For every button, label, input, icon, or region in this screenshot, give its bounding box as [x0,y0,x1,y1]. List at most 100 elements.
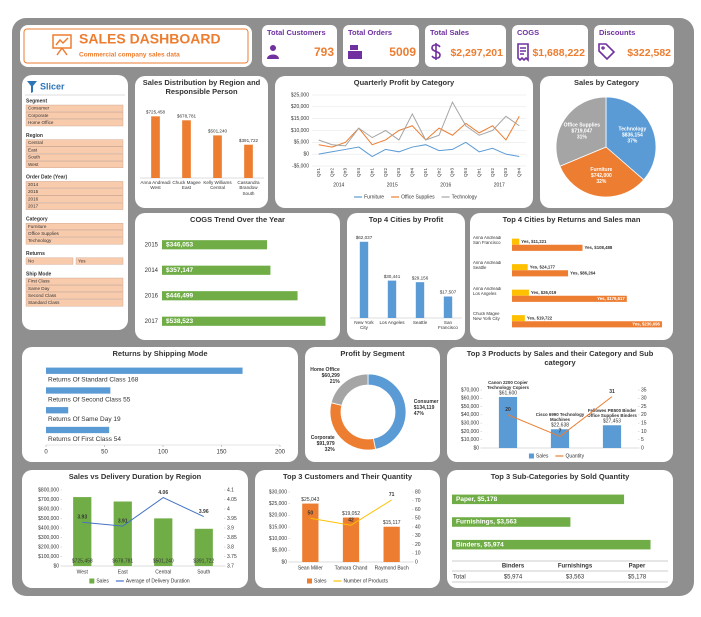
bar [162,265,271,275]
y-tick-label: $500,000 [38,516,59,522]
y-tick-label: $15,000 [269,524,287,530]
slicer-item[interactable] [25,230,124,238]
bar [512,321,662,328]
slicer-item[interactable] [25,277,124,285]
x-tick-label: New York City [354,320,374,331]
slicer-item[interactable] [25,153,124,161]
slicer-item-label: 2015 [28,189,39,194]
slicer-group: Ship Mode [26,271,51,277]
y-tick-label: $25,000 [291,92,309,98]
slicer-item[interactable] [25,195,124,203]
x-tick-label: Raymond Buch [375,565,409,571]
table-header: Furnishings [558,564,593,570]
y-tick-label: $10,000 [291,128,309,134]
slicer-item[interactable] [25,146,124,154]
line-series [318,141,520,158]
x-tick-label: Qtr4 [356,168,361,177]
x-tick-label: Los Angeles [379,320,405,325]
bar [383,526,400,562]
chart-title: Sales Distribution by Region and Respons… [142,79,261,96]
y-tick-label: $30,000 [269,489,287,495]
slicer-item-label: West [28,162,39,167]
panel [275,76,533,208]
x-tick-label: Qtr4 [463,168,468,177]
slicer-item[interactable] [25,299,124,307]
data-label: $60,299 [322,373,340,379]
data-label: $91,979 [317,441,335,447]
y-tick-label: $0 [303,151,309,157]
table-cell: $3,563 [566,575,585,581]
slicer-item[interactable] [25,222,124,230]
slicer-item[interactable] [25,119,124,127]
y-tick-label: Anna Andreadi San Francisco [473,235,502,245]
panel [262,25,337,67]
y-tick-label: $800,000 [38,487,59,493]
data-label: Technology [619,126,647,132]
value-label: $25,043 [301,497,319,503]
y2-tick-label: 5 [641,437,644,443]
y2-tick-label: 0 [415,559,418,565]
line-series [82,497,204,527]
x-tick-label: Qtr2 [436,168,441,177]
slicer-item[interactable] [25,257,74,265]
slicer-item[interactable] [25,285,124,293]
slicer-item[interactable] [25,104,124,112]
y-tick-label: $300,000 [38,535,59,541]
data-label: 32% [325,447,336,453]
value-label: Yes, $24,177 [530,264,556,269]
x-tick-label: Qtr2 [490,168,495,177]
value-label: Yes, $230,696 [632,321,660,326]
data-label: Home Office [310,367,340,373]
bar [452,517,571,527]
point-label: 3.91 [118,518,128,524]
slicer-item[interactable] [25,292,124,300]
chart-title-box: Sales Distribution by Region and Respons… [142,79,261,96]
x-tick-label: Qtr1 [476,168,481,177]
value-label: $725,458 [72,558,93,564]
slicer-item[interactable] [25,111,124,119]
y-tick-label-box: Anna Andreadi Los Angeles [473,287,501,296]
slicer-item[interactable] [25,181,124,189]
value-label: $19,052 [342,511,360,517]
slicer-item[interactable] [25,237,124,245]
data-label: 37% [627,138,638,144]
slicer-item[interactable] [25,160,124,168]
y-tick-label-box: Chuck Magee New York City [473,312,500,321]
slicer-item[interactable] [25,188,124,196]
slicer-item-label: Second Class [28,293,57,298]
value-label: $30,441 [384,274,401,279]
kpi-label: Total Customers [267,28,326,37]
x-tick-label: 50 [101,450,108,456]
value-label: Yes, $11,221 [521,239,547,244]
slicer-item-label: Consumer [28,106,50,111]
kpi-icon [267,45,279,59]
point-label: 50 [308,511,314,517]
slicer-item[interactable] [25,139,124,147]
slice [555,96,607,167]
value-label: Yes, $86,264 [570,270,596,275]
y-tick-label: $600,000 [38,506,59,512]
x-tick-label: Qtr1 [423,168,428,177]
slicer-item-label: 2016 [28,196,39,201]
y2-tick-label: 3.7 [227,563,234,569]
y2-tick-label: 15 [641,420,647,426]
kpi-value: 793 [314,45,334,59]
y-tick-label: $30,000 [461,420,479,426]
value-label: $27,453 [603,419,621,425]
legend-swatch [528,453,534,459]
chart-title-box: Returns by Shipping Mode [113,350,208,358]
panel [347,213,465,340]
category-label-box: Fellowes PB500 Binder Office Supplies Bi… [587,408,637,418]
bar [46,367,243,374]
bar [512,315,525,322]
slicer-item[interactable] [25,202,124,210]
point-label: 42 [348,518,354,524]
x-tick-label: Qtr2 [329,168,334,177]
slicer-item[interactable] [75,257,124,265]
value-label: Returns Of Second Class 55 [48,396,131,403]
chart-title-box: Quarterly Profit by Category [354,79,454,87]
value-label: $346,053 [166,241,193,248]
y2-tick-label: 25 [641,404,647,410]
legend-swatch [307,578,313,584]
